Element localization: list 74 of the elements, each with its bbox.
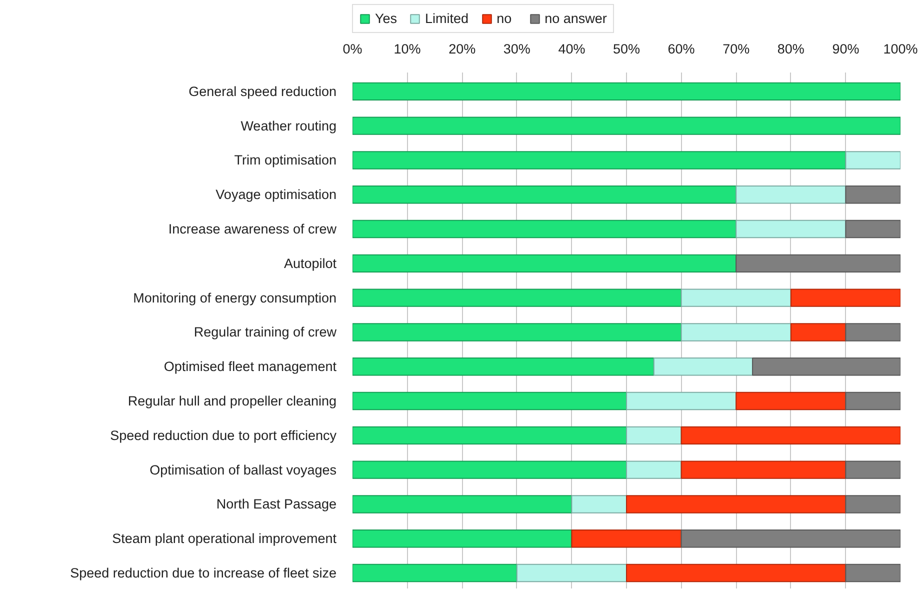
x-tick-label: 40% <box>558 42 586 56</box>
bar <box>680 323 792 342</box>
legend-label: Limited <box>425 11 469 26</box>
bar <box>352 495 572 514</box>
y-tick-label: Steam plant operational improvement <box>112 531 337 546</box>
y-tick-label: Voyage optimisation <box>216 187 336 202</box>
bar <box>352 288 682 307</box>
bar <box>516 564 627 582</box>
bar <box>626 392 737 410</box>
bar <box>680 460 846 479</box>
bar <box>352 426 627 445</box>
bar <box>352 323 682 342</box>
bar <box>352 254 737 273</box>
bar <box>352 186 737 204</box>
bar <box>680 288 792 307</box>
bar <box>845 186 900 204</box>
bar <box>626 495 846 514</box>
bar <box>680 426 900 445</box>
y-tick-label: Weather routing <box>240 118 337 134</box>
bar <box>845 151 900 170</box>
x-tick-label: 20% <box>448 42 476 56</box>
bar <box>352 358 654 376</box>
bar <box>752 358 900 376</box>
bar <box>352 460 627 479</box>
bar <box>736 392 846 410</box>
x-tick-label: 0% <box>342 42 362 56</box>
x-tick-label: 30% <box>503 42 530 56</box>
bar <box>845 392 900 410</box>
y-tick-label: Speed reduction due to increase of fleet size <box>70 566 336 581</box>
bar <box>571 530 682 548</box>
x-tick-label: 80% <box>777 42 804 56</box>
bar <box>352 116 900 135</box>
bar <box>352 82 900 101</box>
bar <box>680 530 900 548</box>
y-tick-label: Autopilot <box>284 256 337 271</box>
bar <box>352 564 518 582</box>
y-tick-label: Speed reduction due to port efficiency <box>110 428 337 443</box>
bar <box>352 151 846 170</box>
x-tick-label: 60% <box>668 42 695 56</box>
y-tick-label: General speed reduction <box>188 84 337 99</box>
y-tick-label: Trim optimisation <box>234 152 337 168</box>
legend-label: no answer <box>544 11 607 26</box>
legend-label: no <box>496 11 513 26</box>
bar <box>626 426 682 445</box>
y-tick-label: Optimised fleet management <box>164 359 337 374</box>
bar <box>352 530 572 548</box>
y-tick-label: Monitoring of energy consumption <box>133 290 337 306</box>
bar <box>626 460 682 479</box>
bar <box>845 460 900 479</box>
bar <box>845 323 900 342</box>
bar <box>352 392 627 410</box>
y-tick-label: Regular hull and propeller cleaning <box>128 394 337 409</box>
y-tick-label: Regular training of crew <box>194 324 337 340</box>
bar <box>790 323 846 342</box>
bar <box>352 220 737 238</box>
bar <box>845 220 900 238</box>
bar <box>845 564 900 582</box>
bar <box>626 564 846 582</box>
bar <box>653 358 754 376</box>
bar <box>571 495 627 514</box>
legend-label: Yes <box>375 11 398 26</box>
y-tick-label: North East Passage <box>216 496 337 512</box>
bar <box>736 220 846 238</box>
x-tick-label: 100% <box>883 42 918 56</box>
x-tick-label: 90% <box>832 42 860 56</box>
y-tick-label: Optimisation of ballast voyages <box>150 462 337 478</box>
x-tick-label: 50% <box>612 42 640 56</box>
x-tick-label: 10% <box>394 42 421 56</box>
bar <box>736 254 900 273</box>
bar <box>845 495 900 514</box>
bar <box>790 288 900 307</box>
y-tick-label: Increase awareness of crew <box>168 222 337 237</box>
bar <box>736 186 846 204</box>
x-tick-label: 70% <box>722 42 750 56</box>
